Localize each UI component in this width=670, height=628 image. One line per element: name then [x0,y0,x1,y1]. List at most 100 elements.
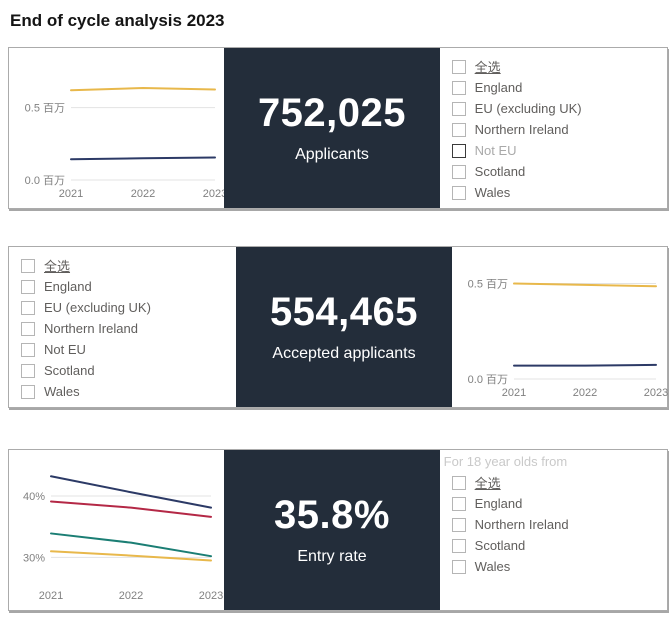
filter-item-label: EU (excluding UK) [474,101,582,116]
y-axis-tick-label: 40% [23,491,45,503]
x-axis-tick-label: 2023 [643,387,667,399]
filter-item[interactable]: England [451,493,667,514]
filter-item-label: Northern Ireland [474,517,569,532]
filter-item-label: Scotland [44,363,95,378]
filter-item-label: England [474,496,523,511]
applicants-kpi-label: Applicants [295,145,369,163]
filter-item[interactable]: Not EU [451,140,667,161]
filter-item-label: 全选 [474,60,501,75]
checkbox-icon[interactable] [21,342,35,357]
filter-item[interactable]: England [21,276,236,297]
checkbox-icon[interactable] [21,279,35,294]
y-axis-tick-label: 0.0 百万 [467,374,507,386]
filter-item[interactable]: Wales [451,182,667,203]
data-line-navy-line[interactable] [512,363,657,367]
y-axis-tick-label: 0.0 百万 [25,175,65,187]
filter-header: For 18 year olds from [443,454,568,469]
applicants-kpi-card: 752,025 Applicants [224,48,440,208]
filter-item-label: Wales [44,384,80,399]
filter-item[interactable]: Not EU [21,339,236,360]
data-line-navy-line[interactable] [50,475,212,509]
checkbox-icon[interactable] [451,80,466,95]
filter-item[interactable]: 全选 [451,472,667,493]
y-axis-tick-label: 0.5 百万 [467,279,507,291]
entry-rate-kpi-card: 35.8% Entry rate [224,450,440,610]
entry-rate-kpi-value: 35.8% [274,492,390,537]
applicants-kpi-value: 752,025 [257,90,407,135]
x-axis-tick-label: 2023 [199,590,223,602]
filter-item-label: Wales [474,559,511,574]
data-line-navy-line[interactable] [70,156,216,161]
filter-item-label: Scotland [474,538,526,553]
filter-item-label: Northern Ireland [44,321,138,336]
filter-item-label: 全选 [474,476,501,491]
checkbox-icon[interactable] [451,122,466,137]
filter-item[interactable]: Northern Ireland [21,318,236,339]
filter-item[interactable]: Northern Ireland [451,514,667,535]
data-line-yellow-line[interactable] [70,87,216,92]
data-line-yellow-line[interactable] [512,282,657,288]
accepted-kpi-card: 554,465 Accepted applicants [236,247,452,407]
checkbox-icon[interactable] [451,496,466,511]
checkbox-icon[interactable] [451,475,466,490]
checkbox-icon[interactable] [451,101,466,116]
checkbox-icon[interactable] [21,300,35,315]
filter-item-label: Northern Ireland [474,122,569,137]
panel-accepted-applicants: 全选 England EU (excluding UK) Northern Irela… [8,246,668,408]
checkbox-icon[interactable] [451,538,466,553]
filter-item[interactable]: EU (excluding UK) [451,98,667,119]
filter-item-label: EU (excluding UK) [44,300,151,315]
filter-item[interactable]: Scotland [451,161,667,182]
checkbox-icon[interactable] [21,321,35,336]
checkbox-icon[interactable] [21,384,35,399]
x-axis-tick-label: 2021 [59,188,83,200]
filter-item-label: England [474,80,523,95]
filter-item[interactable]: Northern Ireland [451,119,667,140]
filter-item-label: Not EU [474,143,517,158]
panel-applicants: 0.5 百万 0.0 百万 2021 2022 2023 752,025 Applica… [8,47,668,209]
filter-item[interactable]: 全选 [451,56,667,77]
checkbox-icon[interactable] [451,517,466,532]
y-axis-tick-label: 30% [23,552,45,564]
checkbox-icon[interactable] [451,559,466,574]
filter-item-label: Not EU [44,342,86,357]
filter-item-label: 全选 [44,259,71,274]
x-axis-tick-label: 2022 [119,590,143,602]
x-axis-tick-label: 2023 [203,188,227,200]
x-axis-tick-label: 2021 [39,590,63,602]
filter-item-label: England [44,279,92,294]
checkbox-icon[interactable] [451,59,466,74]
data-line-teal-line[interactable] [50,532,212,558]
y-axis-tick-label: 0.5 百万 [25,103,65,115]
applicants-chart-section: 0.5 百万 0.0 百万 2021 2022 2023 [9,48,227,208]
page-title: End of cycle analysis 2023 [10,11,225,30]
checkbox-icon[interactable] [21,258,35,273]
data-line-red-line[interactable] [50,500,212,518]
filter-item[interactable]: England [451,77,667,98]
filter-item[interactable]: Wales [21,381,236,402]
x-axis-tick-label: 2022 [131,188,155,200]
entry-rate-chart-section: 40% 30% 2021 2022 2023 [9,450,224,610]
applicants-filter-list: 全选 England EU (excluding UK) Northern Irela… [440,48,667,208]
data-line-yellow-line[interactable] [50,550,212,562]
filter-item[interactable]: Scotland [451,535,667,556]
entry-rate-line-chart[interactable]: 40% 30% 2021 2022 2023 [9,450,228,608]
filter-item[interactable]: Wales [451,556,667,577]
filter-item[interactable]: EU (excluding UK) [21,297,236,318]
entry-rate-filter-list: For 18 year olds from 全选 England Northern … [440,450,667,610]
accepted-chart-section: 0.5 百万 0.0 百万 2021 2022 2023 [452,247,670,407]
checkbox-icon[interactable] [451,185,466,200]
x-axis-tick-label: 2022 [572,387,596,399]
checkbox-icon[interactable] [21,363,35,378]
filter-item-label: Scotland [474,164,526,179]
x-axis-tick-label: 2021 [501,387,525,399]
checkbox-icon[interactable] [451,143,466,158]
filter-item[interactable]: 全选 [21,255,236,276]
accepted-kpi-label: Accepted applicants [272,344,416,362]
checkbox-icon[interactable] [451,164,466,179]
filter-item[interactable]: Scotland [21,360,236,381]
filter-items: 全选 England Northern Ireland Scotland Wales [451,472,667,577]
accepted-filter-list: 全选 England EU (excluding UK) Northern Irela… [9,247,236,407]
